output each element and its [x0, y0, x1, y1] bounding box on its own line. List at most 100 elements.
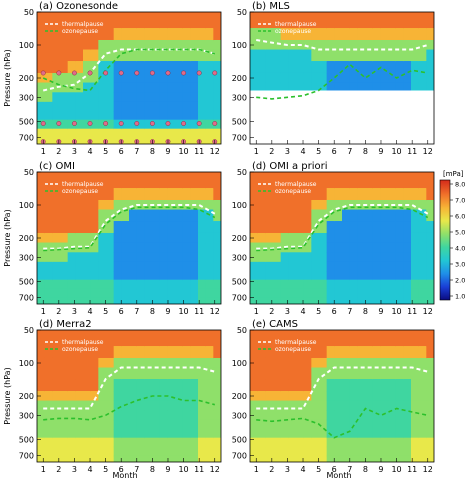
field-cell: [205, 346, 214, 359]
field-cell: [342, 367, 351, 380]
field-cell: [198, 82, 207, 93]
field-cell: [326, 390, 335, 402]
field-cell: [136, 419, 145, 430]
field-cell: [136, 92, 145, 103]
y-tick-label: 50: [24, 168, 34, 177]
field-cell: [357, 400, 366, 411]
field-cell: [113, 379, 122, 392]
field-cell: [403, 455, 412, 462]
field-cell: [380, 379, 389, 392]
x-tick-label: 8: [363, 465, 368, 474]
field-cell: [129, 12, 138, 29]
field-cell: [198, 400, 207, 411]
field-cell: [52, 297, 61, 304]
field-cell: [60, 410, 69, 421]
field-cell: [273, 72, 282, 84]
field-cell: [349, 330, 358, 347]
field-cell: [380, 232, 389, 244]
field-cell: [67, 119, 76, 130]
field-cell: [288, 82, 297, 93]
field-cell: [136, 28, 145, 41]
field-cell: [121, 271, 130, 281]
sonde-marker: [149, 70, 155, 76]
field-cell: [152, 232, 161, 244]
field-cell: [365, 400, 374, 411]
field-cell: [388, 446, 397, 457]
field-cell: [129, 297, 138, 304]
field-cell: [98, 111, 107, 121]
field-cell: [411, 28, 420, 41]
field-cell: [175, 446, 184, 457]
field-cell: [372, 172, 381, 189]
field-cell: [190, 400, 199, 411]
field-cell: [250, 288, 259, 299]
field-cell: [106, 119, 115, 130]
field-cell: [319, 419, 328, 430]
field-cell: [136, 137, 145, 144]
field-cell: [129, 209, 138, 222]
field-cell: [121, 379, 130, 392]
field-cell: [280, 12, 289, 29]
field-cell: [98, 437, 107, 448]
field-cell: [113, 61, 122, 74]
field-cell: [129, 49, 138, 62]
field-cell: [121, 252, 130, 263]
field-cell: [44, 429, 53, 439]
x-tick-label: 7: [134, 307, 139, 316]
field-cell: [372, 271, 381, 281]
field-cell: [257, 232, 266, 244]
field-cell: [280, 429, 289, 439]
colorbar-tick-label: 8.0: [455, 181, 465, 189]
field-cell: [152, 221, 161, 234]
field-cell: [213, 137, 221, 144]
field-cell: [426, 188, 434, 201]
field-cell: [198, 28, 207, 41]
field-cell: [365, 261, 374, 272]
field-cell: [190, 82, 199, 93]
field-cell: [411, 400, 420, 411]
y-tick-label: 300: [19, 411, 34, 420]
x-tick-label: 7: [347, 465, 352, 474]
field-cell: [296, 12, 305, 29]
field-cell: [342, 199, 351, 211]
field-cell: [357, 419, 366, 430]
field-cell: [75, 437, 84, 448]
field-cell: [303, 446, 312, 457]
field-cell: [121, 172, 130, 189]
field-cell: [182, 119, 191, 130]
field-cell: [280, 330, 289, 347]
field-cell: [167, 232, 176, 244]
field-cell: [280, 188, 289, 201]
field-cell: [388, 437, 397, 448]
field-cell: [388, 271, 397, 281]
field-cell: [159, 357, 168, 369]
field-cell: [106, 101, 115, 112]
field-cell: [349, 288, 358, 299]
field-cell: [296, 429, 305, 439]
field-cell: [273, 49, 282, 62]
field-cell: [159, 330, 168, 347]
field-cell: [334, 419, 343, 430]
field-cell: [319, 261, 328, 272]
field-cell: [198, 279, 207, 290]
field-cell: [60, 28, 69, 41]
field-cell: [144, 172, 153, 189]
x-tick-label: 8: [150, 147, 155, 156]
field-cell: [90, 410, 99, 421]
field-cell: [113, 346, 122, 359]
field-cell: [326, 410, 335, 421]
field-cell: [152, 357, 161, 369]
field-cell: [44, 279, 53, 290]
field-cell: [349, 429, 358, 439]
field-cell: [52, 111, 61, 121]
x-tick-label: 5: [316, 465, 321, 474]
field-cell: [257, 419, 266, 430]
field-cell: [273, 400, 282, 411]
field-cell: [257, 357, 266, 369]
sonde-marker: [103, 70, 109, 76]
field-cell: [67, 410, 76, 421]
field-cell: [380, 400, 389, 411]
field-cell: [213, 172, 221, 189]
field-cell: [113, 357, 122, 369]
field-cell: [311, 455, 320, 462]
